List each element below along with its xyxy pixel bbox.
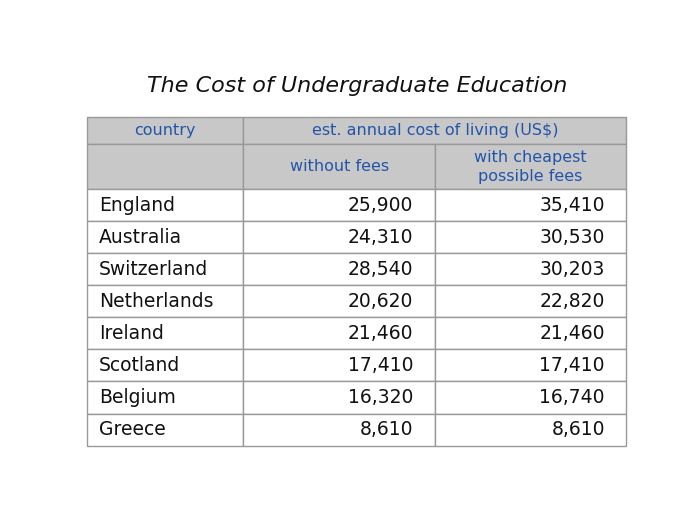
Bar [87, 221, 244, 254]
Bar [435, 144, 626, 189]
Bar [87, 414, 244, 445]
Bar [87, 349, 244, 381]
Bar [244, 381, 435, 414]
Text: England: England [99, 196, 175, 215]
Text: 17,410: 17,410 [539, 356, 605, 375]
Text: 8,610: 8,610 [360, 420, 413, 439]
Bar [435, 189, 626, 221]
Text: est. annual cost of living (US$): est. annual cost of living (US$) [312, 123, 558, 138]
Text: Greece: Greece [99, 420, 166, 439]
Text: 30,203: 30,203 [539, 260, 605, 279]
Text: 17,410: 17,410 [348, 356, 413, 375]
Text: Belgium: Belgium [99, 388, 176, 407]
Bar [435, 285, 626, 318]
Bar [244, 221, 435, 254]
Text: country: country [134, 123, 196, 138]
Text: Ireland: Ireland [99, 324, 164, 343]
Text: 35,410: 35,410 [539, 196, 605, 215]
Text: 25,900: 25,900 [348, 196, 413, 215]
Bar [244, 349, 435, 381]
Text: 24,310: 24,310 [348, 228, 413, 247]
Bar [435, 349, 626, 381]
Bar [244, 117, 626, 144]
Text: 22,820: 22,820 [539, 292, 605, 311]
Bar [87, 381, 244, 414]
Text: Australia: Australia [99, 228, 182, 247]
Bar [244, 144, 435, 189]
Bar [87, 254, 244, 285]
Text: 20,620: 20,620 [348, 292, 413, 311]
Text: 30,530: 30,530 [539, 228, 605, 247]
Text: 8,610: 8,610 [551, 420, 605, 439]
Bar [244, 414, 435, 445]
Text: 16,740: 16,740 [539, 388, 605, 407]
Bar [87, 318, 244, 349]
Bar [435, 254, 626, 285]
Bar [87, 285, 244, 318]
Text: Switzerland: Switzerland [99, 260, 208, 279]
Bar [435, 318, 626, 349]
Bar [244, 318, 435, 349]
Text: 21,460: 21,460 [539, 324, 605, 343]
Text: with cheapest
possible fees: with cheapest possible fees [475, 150, 587, 184]
Text: The Cost of Undergraduate Education: The Cost of Undergraduate Education [147, 76, 567, 96]
Text: 21,460: 21,460 [348, 324, 413, 343]
Bar [244, 254, 435, 285]
Text: 16,320: 16,320 [348, 388, 413, 407]
Bar [435, 381, 626, 414]
Bar [87, 144, 244, 189]
Bar [435, 414, 626, 445]
Bar [435, 221, 626, 254]
Bar [244, 189, 435, 221]
Bar [87, 117, 244, 144]
Text: Scotland: Scotland [99, 356, 180, 375]
Text: without fees: without fees [290, 160, 389, 174]
Bar [244, 285, 435, 318]
Text: Netherlands: Netherlands [99, 292, 214, 311]
Text: 28,540: 28,540 [348, 260, 413, 279]
Bar [87, 189, 244, 221]
